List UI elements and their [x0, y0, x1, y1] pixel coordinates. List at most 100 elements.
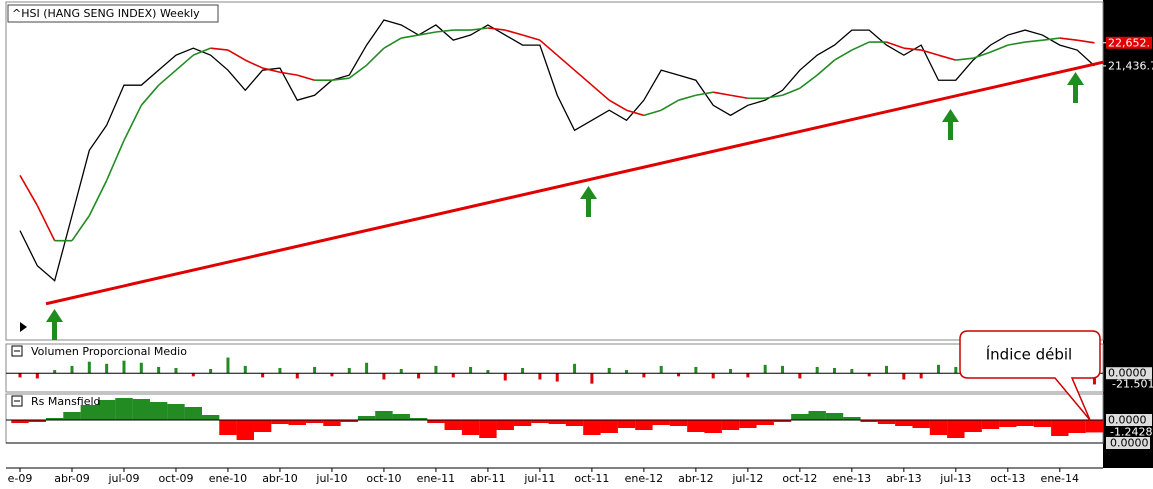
rs-area [843, 417, 861, 420]
rs-area [409, 418, 428, 420]
rs-area [97, 400, 116, 420]
volume-bar [729, 369, 733, 374]
moving-average [816, 59, 836, 76]
rs-area [149, 402, 168, 420]
volume-bar [607, 367, 611, 374]
moving-average [383, 37, 402, 49]
volume-bar [694, 366, 698, 374]
x-tick-label: ene-11 [417, 472, 455, 485]
moving-average [36, 205, 56, 242]
title-box [7, 4, 219, 23]
volume-bar [417, 373, 421, 379]
y-tick-label: 0.0000 [1108, 367, 1147, 380]
volume-bar [399, 369, 403, 374]
volume-bar [209, 369, 213, 374]
rs-area [28, 420, 47, 422]
rs-area [80, 405, 99, 420]
panel-title: Volumen Proporcional Medio [31, 345, 187, 358]
rs-area [773, 420, 792, 422]
x-tick-label: abr-10 [262, 472, 298, 485]
volume-bar [226, 357, 230, 374]
moving-average [1007, 41, 1026, 46]
moving-average [713, 91, 731, 97]
moving-average [88, 180, 108, 216]
moving-average [487, 27, 506, 31]
volume-bar [573, 363, 577, 374]
volume-bar [278, 367, 282, 374]
price-scale [1103, 0, 1153, 468]
volume-bar [798, 373, 802, 379]
volume-bar [867, 373, 871, 377]
rs-area [964, 420, 982, 432]
rs-area [756, 420, 774, 425]
moving-average [192, 47, 211, 56]
moving-average [972, 51, 991, 59]
rs-area [1068, 420, 1086, 433]
volume-bar [555, 373, 559, 382]
moving-average [695, 91, 714, 97]
moving-average [123, 104, 143, 141]
x-tick-label: ene-14 [1041, 472, 1079, 485]
volume-bar [87, 361, 91, 374]
volume-bar [781, 365, 785, 374]
volume-bar [590, 373, 594, 384]
volume-bar [815, 366, 819, 374]
arrow [942, 109, 959, 140]
rs-area [392, 414, 410, 420]
volume-bar [936, 364, 940, 374]
rs-area [825, 413, 844, 420]
volume-bar [313, 366, 317, 374]
moving-average [574, 69, 593, 86]
rs-area [548, 420, 566, 424]
rs-area [531, 420, 549, 423]
volume-bar [191, 373, 195, 377]
moving-average [678, 94, 697, 101]
x-tick-label: abr-11 [470, 472, 506, 485]
moving-average [470, 27, 489, 31]
x-tick-label: jul-11 [523, 472, 555, 485]
moving-average [955, 57, 974, 61]
moving-average [366, 47, 385, 66]
moving-average [730, 94, 748, 100]
rs-area [271, 420, 289, 424]
arrow [46, 309, 63, 340]
volume-bar [330, 373, 334, 377]
volume-bar [347, 367, 351, 374]
arrows [46, 72, 1084, 340]
rs-area [565, 420, 584, 426]
y-tick-label: 22,652. [1108, 36, 1150, 49]
rs-area [947, 420, 965, 438]
y-tick-label: 0.0000 [1108, 414, 1147, 427]
rs-area [583, 420, 601, 435]
moving-average [210, 47, 229, 51]
moving-average [765, 94, 783, 100]
rs-area [669, 420, 688, 426]
moving-average [556, 54, 576, 71]
last-value-label: -21.501 [1112, 377, 1153, 390]
volume-bar [885, 365, 888, 374]
moving-average [331, 77, 350, 82]
moving-average [1042, 37, 1060, 41]
volume-bar [70, 365, 74, 374]
moving-average [851, 41, 870, 51]
rs-area [11, 420, 29, 423]
trendline [45, 60, 1104, 306]
volume-bar [625, 370, 629, 374]
volume-bar [642, 373, 646, 378]
rs-area [236, 420, 254, 440]
x-tick-label: jul-13 [939, 472, 971, 485]
rs-area [895, 420, 913, 426]
volume-bar [850, 369, 854, 374]
x-tick-label: abr-09 [54, 472, 90, 485]
x-tick-label: oct-10 [366, 472, 401, 485]
moving-average [401, 34, 419, 39]
panel-title: Rs Mansfield [31, 395, 101, 408]
rs-area [323, 420, 341, 426]
play-icon[interactable] [20, 322, 27, 332]
price-line [19, 19, 1095, 282]
label-box [1106, 59, 1152, 72]
moving-average [1077, 39, 1095, 44]
rs-area [340, 420, 358, 422]
moving-average [539, 39, 558, 56]
label-box [1106, 437, 1150, 449]
